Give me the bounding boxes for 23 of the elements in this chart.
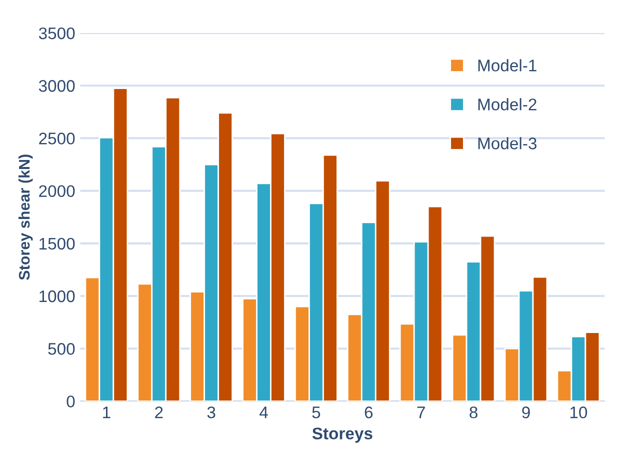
y-tick-label: 3000 [38, 80, 75, 92]
x-tick-label: 3 [207, 406, 216, 418]
x-tick-label: 5 [312, 406, 320, 418]
y-tick-label: 2500 [39, 132, 75, 144]
y-tick-label: 2000 [39, 185, 75, 198]
x-tick-label: 8 [470, 406, 478, 418]
y-tick-label: 500 [48, 343, 75, 355]
x-tick-label: 1 [103, 406, 110, 418]
x-tick-label: 6 [364, 406, 373, 418]
legend-label: Model-1 [478, 59, 536, 72]
x-tick-label: 10 [570, 406, 588, 418]
x-axis-title: Storeys [312, 428, 372, 443]
x-tick-label: 2 [155, 406, 163, 418]
y-tick-label: 1000 [40, 290, 75, 302]
y-axis-title: Storey shear (kN) [18, 154, 33, 280]
y-tick-label: 1500 [40, 238, 75, 250]
legend-label: Model-2 [478, 98, 536, 110]
legend-label: Model-3 [478, 137, 536, 150]
x-tick-label: 9 [522, 406, 530, 418]
x-tick-label: 7 [417, 406, 425, 418]
y-tick-label: 3500 [38, 27, 75, 40]
y-tick-label: 0 [66, 396, 75, 408]
x-tick-label: 4 [260, 406, 268, 418]
